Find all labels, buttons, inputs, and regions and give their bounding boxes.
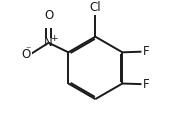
- Text: Cl: Cl: [89, 1, 101, 14]
- Text: +: +: [50, 34, 57, 43]
- Text: O: O: [22, 48, 31, 61]
- Text: O: O: [44, 9, 53, 22]
- Text: ⁻: ⁻: [25, 45, 31, 55]
- Text: F: F: [143, 78, 149, 91]
- Text: N: N: [44, 36, 53, 49]
- Text: F: F: [143, 45, 149, 58]
